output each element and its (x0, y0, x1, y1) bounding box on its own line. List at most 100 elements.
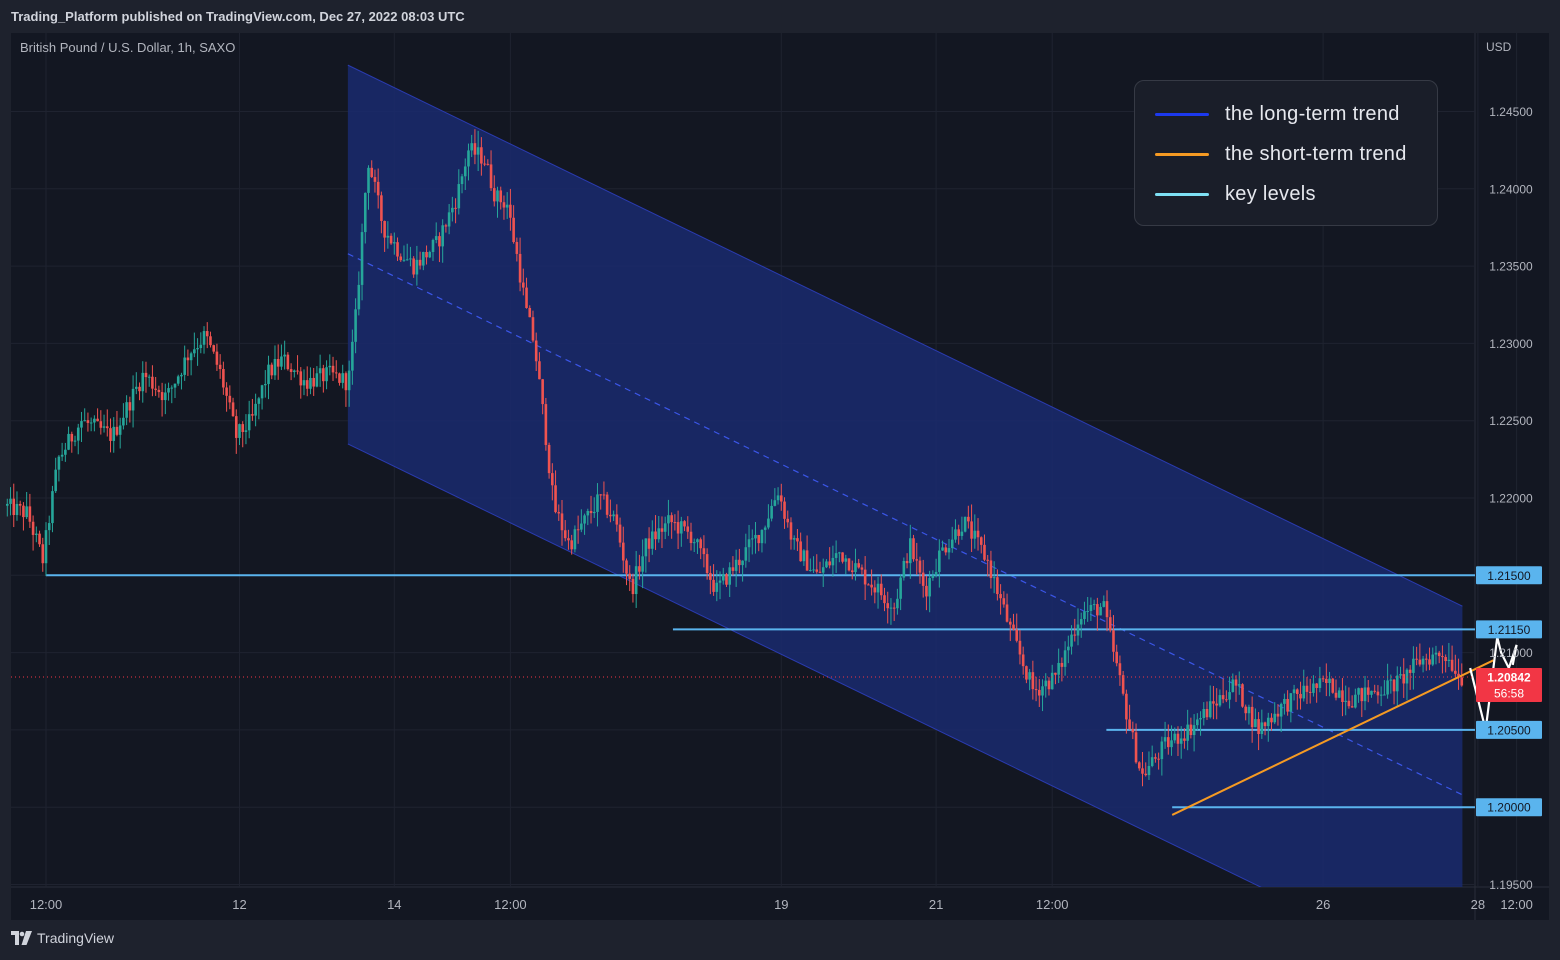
price-tick-label: 1.23000 (1489, 337, 1533, 351)
candle-body (234, 416, 238, 438)
candle-body (431, 240, 435, 252)
candle-body (1421, 658, 1425, 665)
candle-body (73, 440, 77, 442)
candle-body (451, 207, 454, 213)
candle-body (1266, 717, 1270, 727)
candle-body (770, 505, 773, 519)
candle-body (1279, 703, 1283, 717)
candle-body (1457, 673, 1460, 678)
candle-body (1321, 678, 1325, 680)
price-axis-background (1475, 33, 1549, 887)
candle-body (399, 256, 403, 261)
candle-body (563, 530, 567, 539)
candle-body (599, 494, 602, 496)
price-axis[interactable]: 1.21500 1.21150 1.20500 1.20000 1.24500 1.240… (1476, 105, 1542, 892)
candle-body (438, 236, 441, 247)
candle-body (686, 526, 690, 532)
channel-body (347, 64, 1463, 887)
candle-body (925, 585, 928, 597)
candle-body (767, 518, 770, 528)
candle-body (1196, 719, 1199, 726)
candle-body (805, 550, 809, 571)
candle-body (976, 530, 980, 538)
candle-body (1273, 713, 1277, 723)
candle-body (809, 570, 812, 572)
candle-body (538, 361, 541, 380)
candle-body (986, 559, 989, 561)
price-tick-label: 1.22000 (1489, 492, 1533, 506)
candle-body (1386, 680, 1389, 695)
candle-body (654, 531, 657, 540)
candle-body (854, 563, 857, 573)
candle-body (467, 150, 470, 167)
candle-body (1137, 762, 1141, 769)
candle-body (783, 501, 786, 519)
candle-body (238, 424, 241, 438)
candle-body (676, 522, 680, 534)
candle-body (341, 373, 344, 383)
candle-body (663, 523, 667, 532)
candle-body (1131, 729, 1135, 733)
candle-body (834, 553, 838, 558)
price-tick-label: 1.22500 (1489, 414, 1533, 428)
short-term-trend (1171, 659, 1494, 816)
candle-body (1360, 688, 1364, 702)
candle-body (1112, 630, 1115, 652)
candle-body (763, 527, 767, 530)
candle-body (609, 514, 612, 517)
candle-body (1079, 619, 1083, 625)
candle-body (1325, 678, 1328, 683)
channel-lower-edge (347, 443, 1262, 887)
candle-body (1012, 624, 1015, 630)
legend-item-key-levels: key levels (1135, 174, 1437, 214)
candle-body (528, 308, 532, 318)
candle-body (338, 373, 341, 383)
candle-body (1021, 654, 1025, 667)
time-tick-label: 12:00 (494, 897, 527, 912)
candle-body (1328, 678, 1331, 683)
candle-body (457, 184, 461, 209)
candle-body (902, 560, 906, 578)
candle-body (780, 495, 783, 502)
candle-body (647, 538, 651, 549)
candle-body (1308, 691, 1312, 693)
candle-body (750, 538, 754, 540)
candle-body (1292, 689, 1296, 694)
candle-body (393, 242, 396, 244)
price-tick-label: 1.24000 (1489, 182, 1533, 196)
candle-body (1041, 686, 1044, 696)
candle-body (1260, 722, 1264, 735)
candle-body (25, 506, 28, 518)
candle-body (1150, 757, 1154, 767)
candle-body (322, 368, 325, 382)
candle-body (1170, 740, 1173, 748)
candle-body (883, 595, 886, 604)
candle-body (1315, 683, 1318, 688)
candle-body (289, 369, 293, 372)
candle-body (838, 552, 841, 554)
candle-body (1283, 698, 1286, 704)
candle-body (80, 421, 83, 428)
candle-body (692, 542, 696, 544)
currency-label: USD (1486, 40, 1512, 54)
candle-body (970, 521, 973, 539)
candle-body (741, 560, 744, 566)
candle-body (1425, 658, 1428, 660)
candle-body (1002, 598, 1006, 605)
candle-body (1347, 700, 1351, 707)
candle-body (105, 426, 109, 429)
candle-body (454, 207, 457, 209)
candle-body (941, 547, 944, 551)
candle-body (425, 251, 428, 258)
candle-body (918, 560, 922, 573)
candle-body (112, 426, 116, 441)
candle-body (473, 143, 477, 155)
candle-body (522, 282, 525, 288)
candle-body (896, 598, 899, 609)
candle-body (363, 192, 367, 233)
tradingview-logo[interactable]: TradingView (11, 930, 114, 946)
candle-body (1247, 706, 1251, 714)
candle-body (857, 563, 860, 568)
candle-body (128, 402, 132, 411)
